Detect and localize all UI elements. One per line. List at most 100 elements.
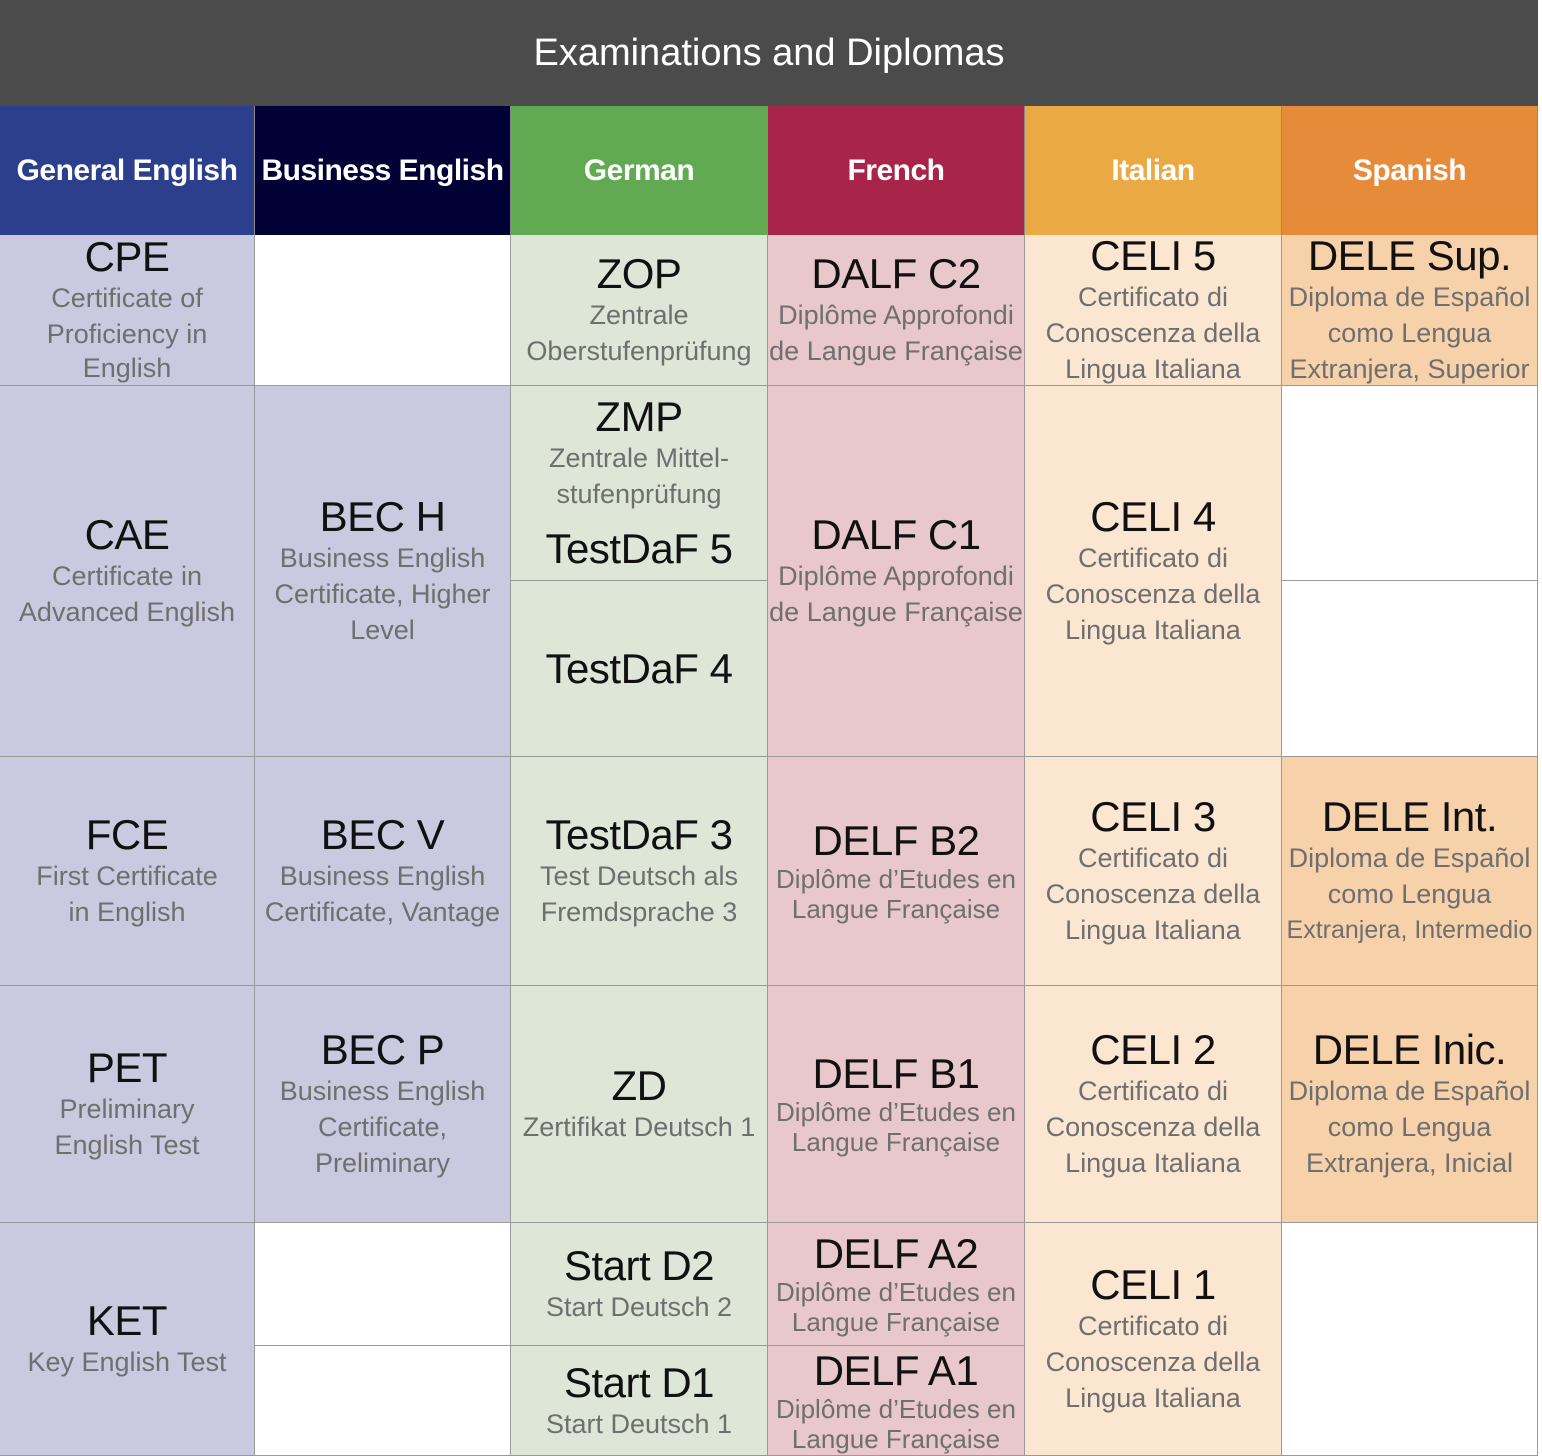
exam-cell-bec-v: BEC V Business English Certificate, Vant… <box>255 757 511 986</box>
header-italian: Italian <box>1025 106 1282 235</box>
exam-desc: Advanced English <box>18 597 236 627</box>
exam-desc: Oberstufenprüfung <box>526 336 752 366</box>
exam-desc: Langue Française <box>791 1307 1001 1337</box>
exam-cell-celi-2: CELI 2 Certificato di Conoscenza della L… <box>1025 986 1282 1223</box>
exam-cell-fce: FCE First Certificate in English <box>0 757 255 986</box>
exam-cell-start-d1: Start D1 Start Deutsch 1 <box>511 1346 768 1456</box>
exam-desc: Zertifikat Deutsch 1 <box>522 1112 756 1142</box>
exam-code: ZOP <box>596 250 682 297</box>
exam-desc: Certificate, Higher <box>274 579 491 609</box>
exam-desc: Lingua Italiana <box>1065 615 1241 645</box>
exam-cell-zd: ZD Zertifikat Deutsch 1 <box>511 986 768 1223</box>
exam-desc: Certificate in <box>51 561 203 591</box>
exam-desc: Conoscenza della <box>1045 879 1261 909</box>
exam-cell-delf-b1: DELF B1 Diplôme d’Etudes en Langue Franç… <box>768 986 1025 1223</box>
exam-cell-bec-p: BEC P Business English Certificate, Prel… <box>255 986 511 1223</box>
exam-cell-testdaf3: TestDaF 3 Test Deutsch als Fremdsprache … <box>511 757 768 986</box>
exam-desc: stufenprüfung <box>556 479 722 509</box>
header-business-english: Business English <box>255 106 511 235</box>
exam-desc: Business English <box>279 1076 486 1106</box>
exam-code: DELE Int. <box>1321 793 1498 840</box>
exam-desc: de Langue Française <box>769 336 1023 366</box>
exam-desc: Langue Française <box>791 894 1001 924</box>
exam-desc: Business English <box>279 543 486 573</box>
exam-desc: Diploma de Español <box>1288 282 1531 312</box>
exam-desc: Certificate of <box>51 283 203 313</box>
exam-desc: de Langue Française <box>769 597 1023 627</box>
exam-code: BEC H <box>319 493 446 540</box>
exam-cell-ket: KET Key English Test <box>0 1223 255 1456</box>
empty-cell <box>1282 1223 1538 1456</box>
header-spanish: Spanish <box>1282 106 1538 235</box>
exam-desc: Start Deutsch 1 <box>545 1408 733 1439</box>
header-french: French <box>768 106 1025 235</box>
exam-desc: Diplôme d’Etudes en <box>776 864 1016 894</box>
exam-code: FCE <box>85 811 169 858</box>
exam-desc: Langue Française <box>791 1423 1001 1454</box>
exam-cell-dalf-c2: DALF C2 Diplôme Approfondi de Langue Fra… <box>768 235 1025 386</box>
exam-desc: Certificato di <box>1077 282 1229 312</box>
exam-desc: Test Deutsch als <box>539 861 739 891</box>
exam-desc: Lingua Italiana <box>1065 915 1241 945</box>
exam-desc: Conoscenza della <box>1045 318 1261 348</box>
exam-desc: English Test <box>54 1130 200 1160</box>
exam-code: Start D1 <box>563 1358 715 1406</box>
exam-desc: in English <box>68 897 186 927</box>
exam-desc: Fremdsprache 3 <box>540 897 738 927</box>
exam-cell-cpe: CPE Certificate of Proficiency in Englis… <box>0 235 255 386</box>
exam-code: CELI 5 <box>1090 232 1216 279</box>
exam-desc: Conoscenza della <box>1045 579 1261 609</box>
exam-code: CAE <box>84 511 170 558</box>
exam-desc: Key English Test <box>27 1347 227 1377</box>
exam-desc: Zentrale Mittel- <box>548 443 730 473</box>
empty-cell <box>255 1223 511 1346</box>
exam-cell-zop: ZOP Zentrale Oberstufenprüfung <box>511 235 768 386</box>
exam-desc: Certificate, <box>317 1112 448 1142</box>
exam-cell-celi-1: CELI 1 Certificato di Conoscenza della L… <box>1025 1223 1282 1456</box>
exam-desc: Lingua Italiana <box>1065 1383 1241 1413</box>
exam-cell-dele-int: DELE Int. Diploma de Español como Lengua… <box>1282 757 1538 986</box>
exam-desc: Proficiency in English <box>46 319 208 383</box>
exam-desc: Certificato di <box>1077 543 1229 573</box>
exam-cell-zmp-testdaf5: ZMP Zentrale Mittel- stufenprüfung TestD… <box>511 386 768 581</box>
exam-desc: First Certificate <box>36 861 218 891</box>
exam-desc: Certificate, Vantage <box>264 897 501 927</box>
exam-desc: Diploma de Español <box>1288 843 1531 873</box>
exam-cell-celi-5: CELI 5 Certificato di Conoscenza della L… <box>1025 232 1282 386</box>
exam-desc: Preliminary <box>59 1094 195 1124</box>
exam-code: PET <box>86 1044 168 1091</box>
exam-cell-delf-a1: DELF A1 Diplôme d’Etudes en Langue Franç… <box>768 1346 1025 1456</box>
exam-desc: Business English <box>279 861 486 891</box>
exam-code: ZD <box>611 1062 668 1109</box>
exam-desc: Diplôme Approfondi <box>778 300 1014 330</box>
exam-desc: Lingua Italiana <box>1065 354 1241 384</box>
exam-cell-dele-sup: DELE Sup. Diploma de Español como Lengua… <box>1282 234 1538 386</box>
exam-code: CELI 3 <box>1090 793 1216 840</box>
exam-code: DALF C2 <box>811 250 981 297</box>
exam-desc: como Lengua <box>1327 879 1492 909</box>
page-title: Examinations and Diplomas <box>0 0 1538 106</box>
exam-code: DELF A1 <box>813 1346 979 1394</box>
exam-code: CELI 1 <box>1090 1261 1216 1308</box>
exam-desc: Level <box>350 615 415 645</box>
exam-cell-dalf-c1: DALF C1 Diplôme Approfondi de Langue Fra… <box>768 386 1025 757</box>
exam-desc: Zentrale <box>589 300 689 330</box>
exam-desc: Certificato di <box>1077 843 1229 873</box>
exam-desc: Certificato di <box>1077 1311 1229 1341</box>
exam-cell-start-d2: Start D2 Start Deutsch 2 <box>511 1223 768 1346</box>
exam-desc: Extranjera, Inicial <box>1305 1148 1514 1178</box>
exam-desc: Diplôme Approfondi <box>778 561 1014 591</box>
exam-desc: Preliminary <box>314 1148 451 1178</box>
exam-desc: Certificato di <box>1077 1076 1229 1106</box>
exam-desc: Diploma de Español <box>1288 1076 1531 1106</box>
exam-code: TestDaF 4 <box>545 644 733 692</box>
exam-code: KET <box>86 1297 168 1344</box>
header-general-english: General English <box>0 106 255 235</box>
empty-cell <box>255 1346 511 1456</box>
exam-code: CPE <box>84 233 170 280</box>
exam-cell-delf-a2: DELF A2 Diplôme d’Etudes en Langue Franç… <box>768 1223 1025 1346</box>
empty-cell <box>1282 581 1538 757</box>
exam-code: TestDaF 5 <box>545 525 733 572</box>
exam-code: ZMP <box>595 393 683 440</box>
